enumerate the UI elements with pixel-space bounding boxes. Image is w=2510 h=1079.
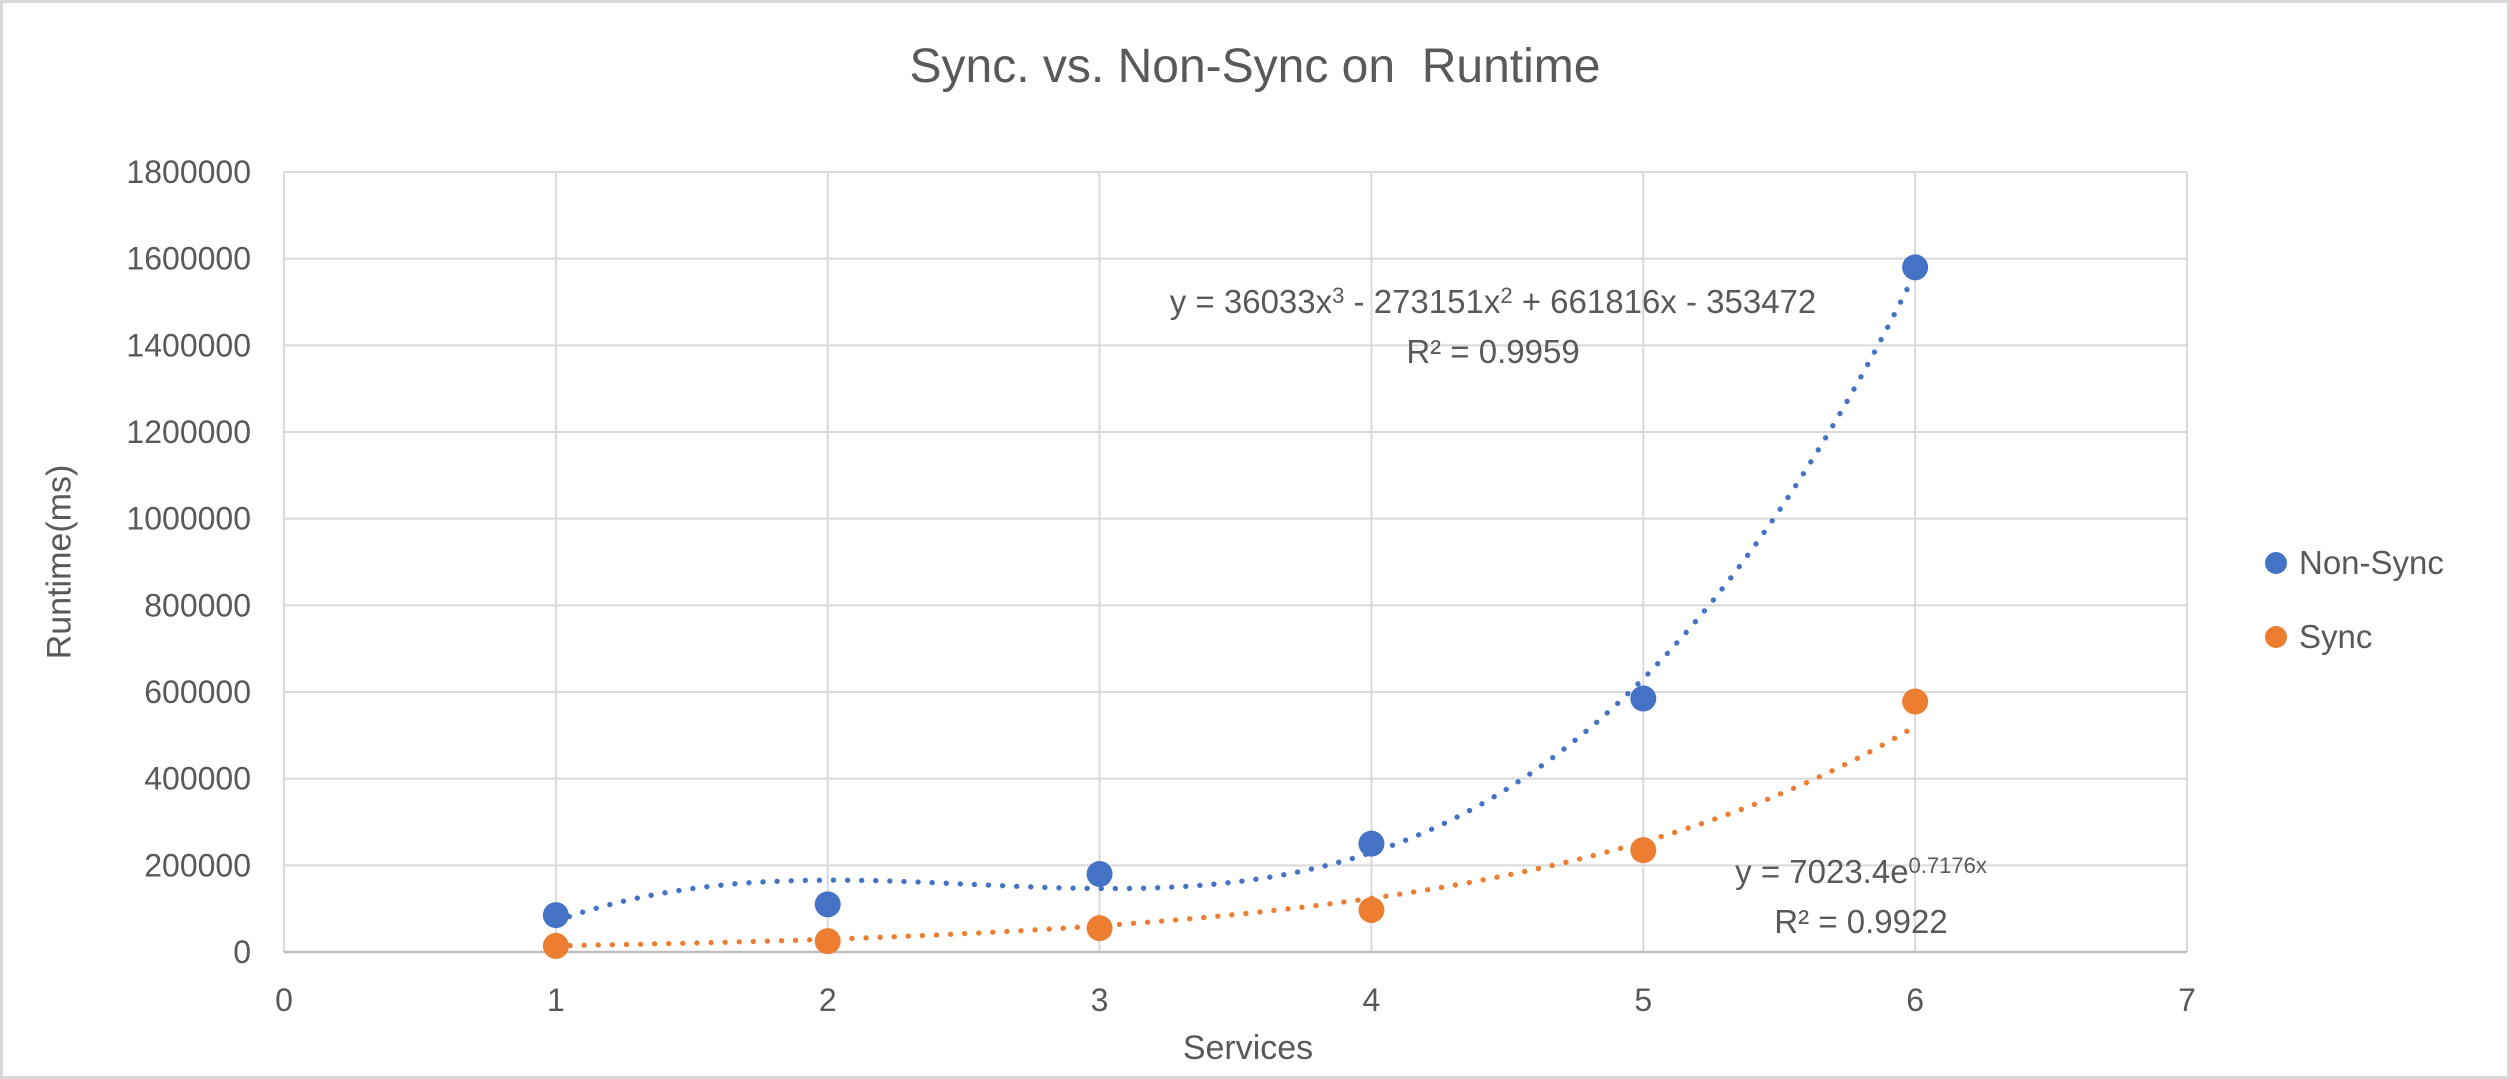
legend-label: Sync xyxy=(2299,618,2373,655)
equation-text: R² = 0.9922 xyxy=(1774,903,1948,940)
data-point-sync xyxy=(542,932,569,959)
legend-item-non-sync: Non-Sync xyxy=(2265,543,2444,583)
y-tick-label: 1600000 xyxy=(126,241,251,277)
x-tick-label: 3 xyxy=(1091,982,1109,1018)
y-tick-label: 0 xyxy=(233,934,251,970)
legend-marker-icon xyxy=(2265,626,2287,648)
data-point-sync xyxy=(1358,896,1385,923)
chart-title: Sync. vs. Non-Sync on Runtime xyxy=(909,40,1601,93)
x-tick-label: 5 xyxy=(1634,982,1652,1018)
data-point-non-sync xyxy=(1358,830,1385,857)
y-tick-label: 1400000 xyxy=(126,327,251,363)
sync-equation: y = 7023.4e0.7176x R² = 0.9922 xyxy=(1735,841,1987,947)
data-point-non-sync xyxy=(1902,254,1929,281)
data-point-sync xyxy=(814,928,841,955)
equation-text: y = 36033x xyxy=(1169,283,1333,320)
y-tick-label: 1000000 xyxy=(126,501,251,537)
equation-line: R² = 0.9922 xyxy=(1735,897,1987,947)
trendline-sync xyxy=(553,723,1918,949)
equation-text: - 273151x xyxy=(1344,283,1501,320)
x-axis-title: Services xyxy=(1182,1029,1314,1067)
plot-area: 0 200000 400000 600000 800000 1000000 1200000 1… xyxy=(126,154,2196,1018)
x-tick-label: 4 xyxy=(1363,982,1381,1018)
y-tick-label: 1800000 xyxy=(126,154,251,190)
x-tick-label: 0 xyxy=(275,982,293,1018)
x-tick-label: 7 xyxy=(2178,982,2196,1018)
x-tick-label: 6 xyxy=(1906,982,1924,1018)
data-point-non-sync xyxy=(1086,861,1113,887)
equation-line: y = 7023.4e0.7176x xyxy=(1735,841,1987,897)
equation-text: R² = 0.9959 xyxy=(1406,333,1580,370)
equation-text: + 661816x - 353472 xyxy=(1512,283,1817,320)
data-point-non-sync xyxy=(814,891,841,918)
equation-superscript: 2 xyxy=(1500,283,1513,308)
equation-line: R² = 0.9959 xyxy=(1170,327,1817,377)
equation-text: y = 7023.4e xyxy=(1735,853,1909,890)
legend-label: Non-Sync xyxy=(2299,544,2444,581)
legend: Non-Sync Sync xyxy=(2265,543,2444,657)
y-tick-label: 200000 xyxy=(144,847,251,883)
x-tick-label: 2 xyxy=(819,982,837,1018)
nonsync-equation: y = 36033x3 - 273151x2 + 661816x - 35347… xyxy=(1170,271,1817,377)
data-point-sync xyxy=(1630,837,1657,864)
data-point-non-sync xyxy=(1630,685,1657,712)
equation-superscript: 0.7176x xyxy=(1908,853,1987,878)
y-tick-label: 600000 xyxy=(144,674,251,710)
data-point-sync xyxy=(1086,915,1113,942)
legend-item-sync: Sync xyxy=(2265,617,2444,657)
y-tick-label: 1200000 xyxy=(126,414,251,450)
x-tick-label: 1 xyxy=(547,982,565,1018)
y-axis-title: Runtime(ms) xyxy=(40,464,79,660)
y-tick-label: 400000 xyxy=(144,761,251,797)
y-tick-label: 800000 xyxy=(144,587,251,623)
data-point-non-sync xyxy=(542,902,569,929)
equation-line: y = 36033x3 - 273151x2 + 661816x - 35347… xyxy=(1170,271,1817,327)
equation-superscript: 3 xyxy=(1332,283,1345,308)
data-point-sync xyxy=(1902,688,1929,715)
legend-marker-icon xyxy=(2265,552,2287,574)
